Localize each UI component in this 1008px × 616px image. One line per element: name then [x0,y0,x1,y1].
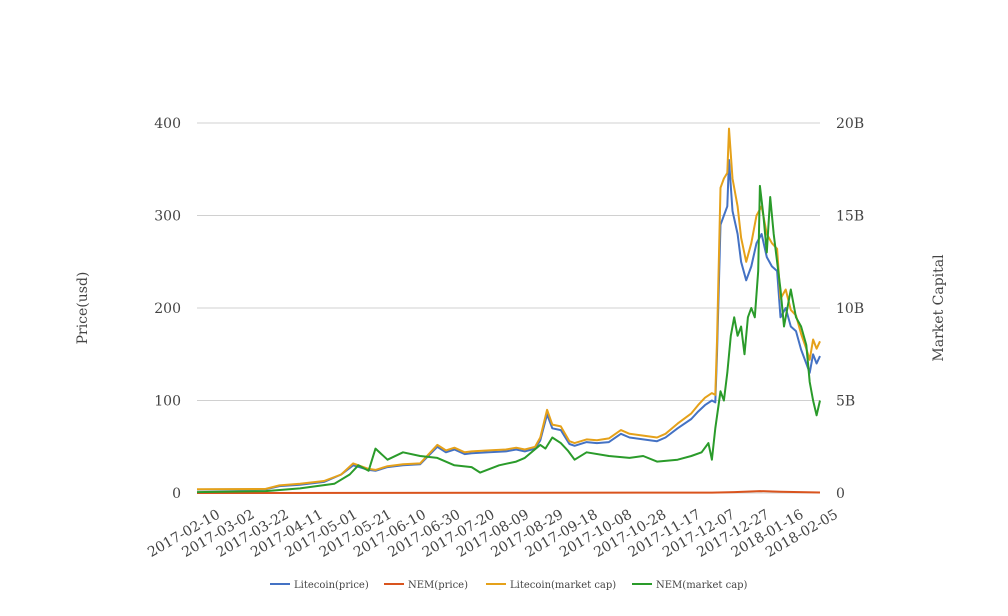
legend-label-nem-market-cap: NEM(market cap) [656,580,748,591]
right-tick-label: 15B [836,209,864,225]
series-line-litecoin-price [196,159,821,491]
right-tick-label: 10B [836,301,864,317]
right-tick-label: 20B [836,116,864,132]
left-axis-title: Price(usd) [75,272,91,345]
left-tick-label: 400 [154,116,181,132]
series-line-litecoin-market-cap [196,127,821,491]
left-axis-ticks: 0 100 200 300 400 [154,116,181,502]
right-axis-ticks: 0 5B 10B 15B 20B [836,116,864,502]
left-tick-label: 200 [154,301,181,317]
right-tick-label: 0 [836,486,845,502]
left-tick-label: 0 [172,486,181,502]
legend-label-nem-price: NEM(price) [408,580,468,591]
grid-layer [197,122,820,494]
left-tick-label: 300 [154,209,181,225]
series-line-nem-price [196,490,821,494]
x-axis-ticks: 2017-02-102017-03-022017-03-222017-04-11… [145,507,841,561]
right-tick-label: 5B [836,394,855,410]
legend-label-litecoin-price: Litecoin(price) [294,580,369,591]
legend-label-litecoin-market-cap: Litecoin(market cap) [510,580,616,591]
legend: Litecoin(price) NEM(price) Litecoin(market… [270,580,748,591]
series-line-nem-market-cap [196,184,821,494]
left-tick-label: 100 [154,394,181,410]
right-axis-title: Market Capital [931,254,947,362]
series-layer [196,127,821,494]
